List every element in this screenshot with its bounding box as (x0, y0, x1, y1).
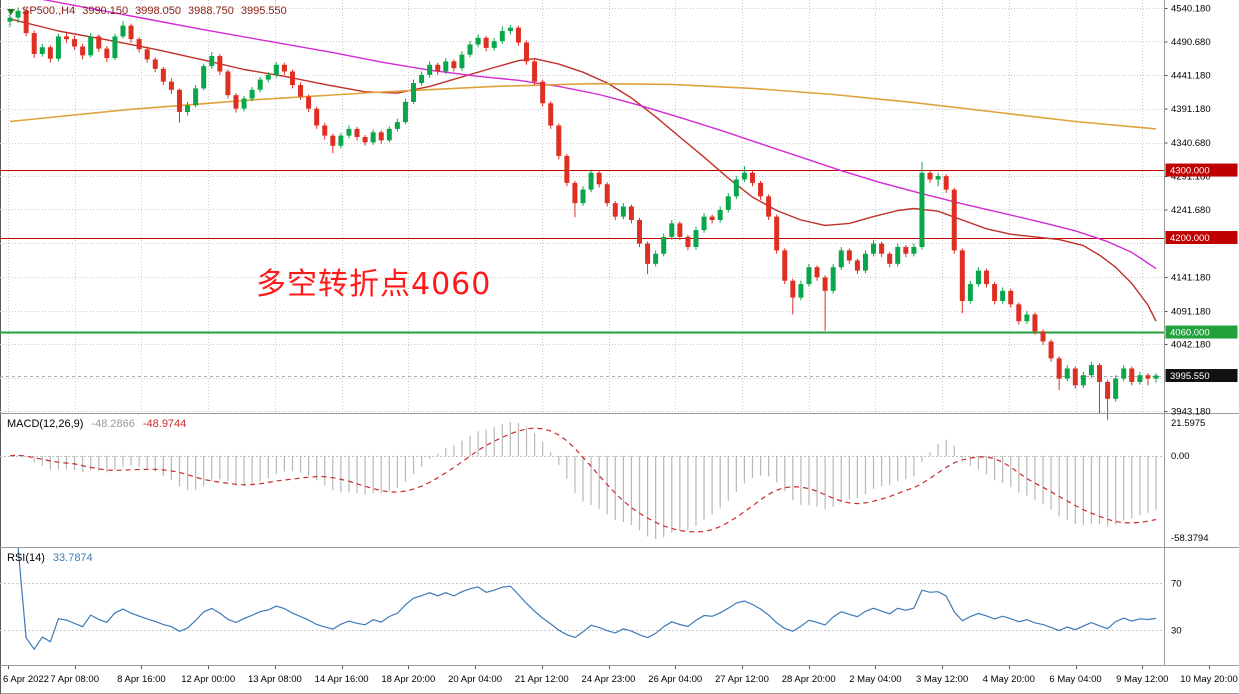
price-tick-label: 4490.680 (1171, 37, 1211, 48)
annotation-text: 多空转折点4060 (256, 267, 492, 302)
rsi-name-label: RSI(14) (7, 552, 45, 564)
level-price-badge[interactable] (1165, 325, 1238, 339)
price-tick-label: 4340.680 (1171, 138, 1211, 149)
time-tick-label: 26 Apr 04:00 (648, 674, 702, 685)
price-tick-label: 4391.180 (1171, 104, 1211, 115)
symbol-timeframe-label: SP500.,H4 (22, 5, 76, 17)
current-price-badge (1165, 369, 1238, 383)
price-tick-label: 4291.180 (1171, 172, 1211, 183)
level-badge-label: 4060.000 (1170, 328, 1210, 339)
chart-header: SP500.,H4 3990.150 3998.050 3988.750 399… (7, 5, 287, 17)
ohlc-open-value: 3990.150 (82, 5, 129, 17)
price-tick-label: 4091.180 (1171, 306, 1211, 317)
macd-tick-label: 21.5975 (1171, 418, 1205, 429)
time-tick-label: 12 Apr 00:00 (181, 674, 235, 685)
time-tick-label: 6 May 04:00 (1049, 674, 1101, 685)
time-axis: 6 Apr 2022 7 Apr 08:00 8 Apr 16:00 12 Apr 0… (3, 666, 1238, 685)
macd-name-label: MACD(12,26,9) (7, 418, 84, 430)
time-tick-label: 24 Apr 23:00 (582, 674, 636, 685)
macd-tick-label: 0.00 (1171, 451, 1190, 462)
price-grid (0, 8, 1165, 412)
time-tick-label: 6 Apr 2022 (3, 674, 49, 685)
price-axis: 4540.180 4490.680 4441.180 4391.180 4340.680… (1164, 3, 1211, 417)
time-tick-label: 14 Apr 16:00 (315, 674, 369, 685)
time-tick-label: 21 Apr 12:00 (515, 674, 569, 685)
level-price-badge[interactable] (1165, 231, 1238, 245)
time-tick-label: 9 May 12:00 (1116, 674, 1168, 685)
price-tick-label: 4540.180 (1171, 3, 1211, 14)
rsi-tick-label: 30 (1171, 625, 1182, 636)
time-tick-label: 18 Apr 20:00 (381, 674, 435, 685)
price-tick-label: 4441.180 (1171, 70, 1211, 81)
candlestick-series (7, 7, 1159, 420)
time-tick-label: 3 May 12:00 (916, 674, 968, 685)
level-price-badge[interactable] (1165, 163, 1238, 177)
price-tick-label: 4241.680 (1171, 205, 1211, 216)
rsi-line (17, 547, 1157, 651)
price-tick-label: 4042.180 (1171, 340, 1211, 351)
rsi-value: 33.7874 (52, 552, 93, 564)
time-tick-label: 13 Apr 08:00 (248, 674, 302, 685)
time-tick-label: 4 May 20:00 (983, 674, 1035, 685)
macd-histogram (17, 422, 1157, 539)
time-tick-label: 10 May 20:00 (1180, 674, 1238, 685)
price-tick-label: 4141.180 (1171, 273, 1211, 284)
macd-label-row: MACD(12,26,9) -48.2866 -48.9744 (7, 418, 186, 430)
time-tick-label: 28 Apr 20:00 (782, 674, 836, 685)
time-tick-label: 8 Apr 16:00 (117, 674, 166, 685)
time-tick-label: 2 May 04:00 (849, 674, 901, 685)
macd-main-value: -48.2866 (91, 418, 135, 430)
rsi-tick-label: 70 (1171, 579, 1182, 590)
ohlc-close-value: 3995.550 (240, 5, 287, 17)
time-tick-label: 7 Apr 08:00 (50, 674, 99, 685)
ohlc-low-value: 3988.750 (187, 5, 234, 17)
current-price-label: 3995.550 (1170, 371, 1210, 382)
symbol-marker-icon (7, 8, 15, 15)
ma-medium-magenta-line (41, 0, 1157, 270)
level-badge-label: 4200.000 (1170, 233, 1210, 244)
level-badge-label: 4300.000 (1170, 166, 1210, 177)
ohlc-high-value: 3998.050 (135, 5, 181, 17)
rsi-label-row: RSI(14) 33.7874 (7, 552, 93, 564)
ma-fast-red-line (9, 18, 1157, 322)
time-tick-label: 20 Apr 04:00 (448, 674, 502, 685)
time-tick-label: 27 Apr 12:00 (715, 674, 769, 685)
macd-signal-value: -48.9744 (142, 418, 187, 430)
macd-signal-line (9, 427, 1157, 533)
price-tick-label: 3943.180 (1171, 406, 1211, 417)
macd-tick-label: -58.3794 (1171, 533, 1209, 544)
